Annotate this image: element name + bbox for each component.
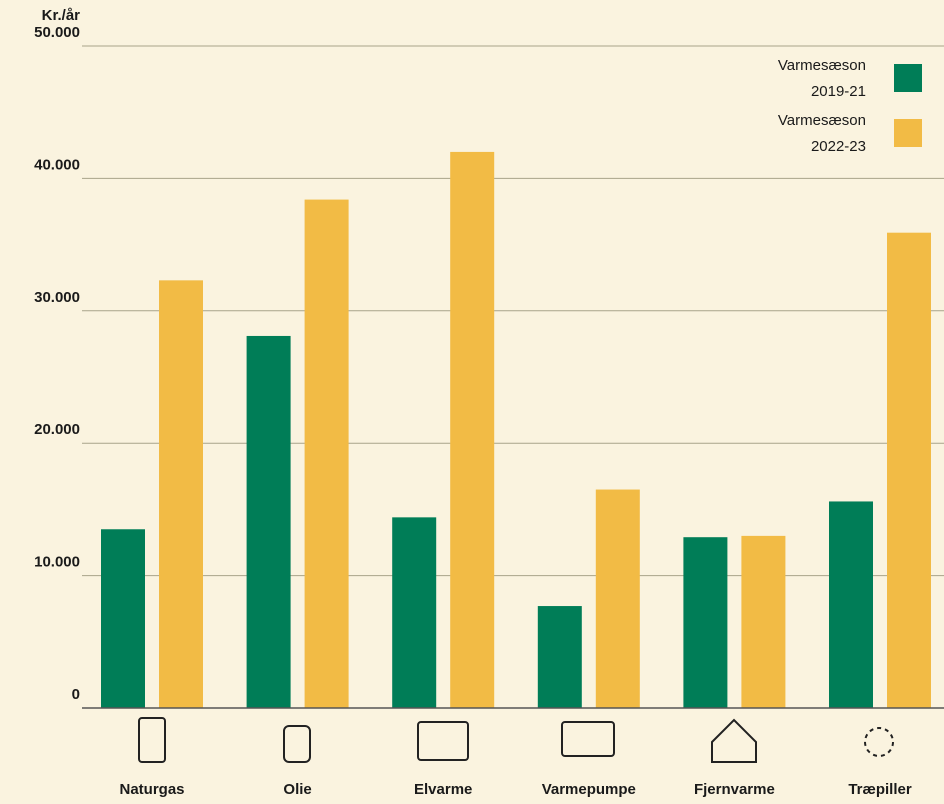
icon-fjernvarme — [711, 718, 757, 763]
x-tick-label: Naturgas — [119, 781, 184, 798]
x-tick-label: Træpiller — [848, 781, 912, 798]
y-tick-label: 20.000 — [34, 421, 80, 438]
icons — [138, 717, 894, 763]
icon-varmepumpe — [561, 721, 615, 757]
y-tick-label: 0 — [72, 686, 80, 703]
bar — [741, 535, 786, 708]
legend-label-line: Varmesæson — [778, 57, 866, 74]
bar — [159, 280, 203, 708]
legend-swatch — [894, 119, 922, 147]
x-tick-label: Varmepumpe — [542, 781, 636, 798]
x-tick-label: Fjernvarme — [694, 781, 775, 798]
y-tick-label: 50.000 — [34, 24, 80, 41]
x-tick-label: Olie — [283, 781, 311, 798]
y-tick-label: 10.000 — [34, 554, 80, 571]
legend-label: Varmesæson 2022-23 — [778, 112, 866, 155]
legend-label: Varmesæson 2019-21 — [778, 57, 866, 100]
bar — [101, 529, 145, 708]
bar — [450, 151, 495, 709]
bar — [304, 199, 349, 709]
bar — [537, 606, 582, 708]
legend-swatch — [894, 64, 922, 92]
legend-label-line: 2022-23 — [811, 138, 866, 155]
icon-olie — [283, 725, 311, 763]
bar — [246, 335, 291, 708]
icon-naturgas — [138, 717, 166, 763]
bar — [683, 537, 728, 708]
x-tick-label: Elvarme — [414, 781, 472, 798]
bar — [595, 489, 640, 708]
y-tick-label: 40.000 — [34, 156, 80, 173]
legend-label-line: Varmesæson — [778, 112, 866, 129]
y-tick-label: 30.000 — [34, 289, 80, 306]
icon-traepiller — [864, 727, 894, 757]
y-axis-label: Kr./år — [42, 7, 81, 24]
bar — [829, 501, 873, 708]
bar — [887, 232, 931, 708]
bar — [392, 517, 437, 708]
legend-label-line: 2019-21 — [811, 83, 866, 100]
icon-elvarme — [417, 721, 469, 761]
